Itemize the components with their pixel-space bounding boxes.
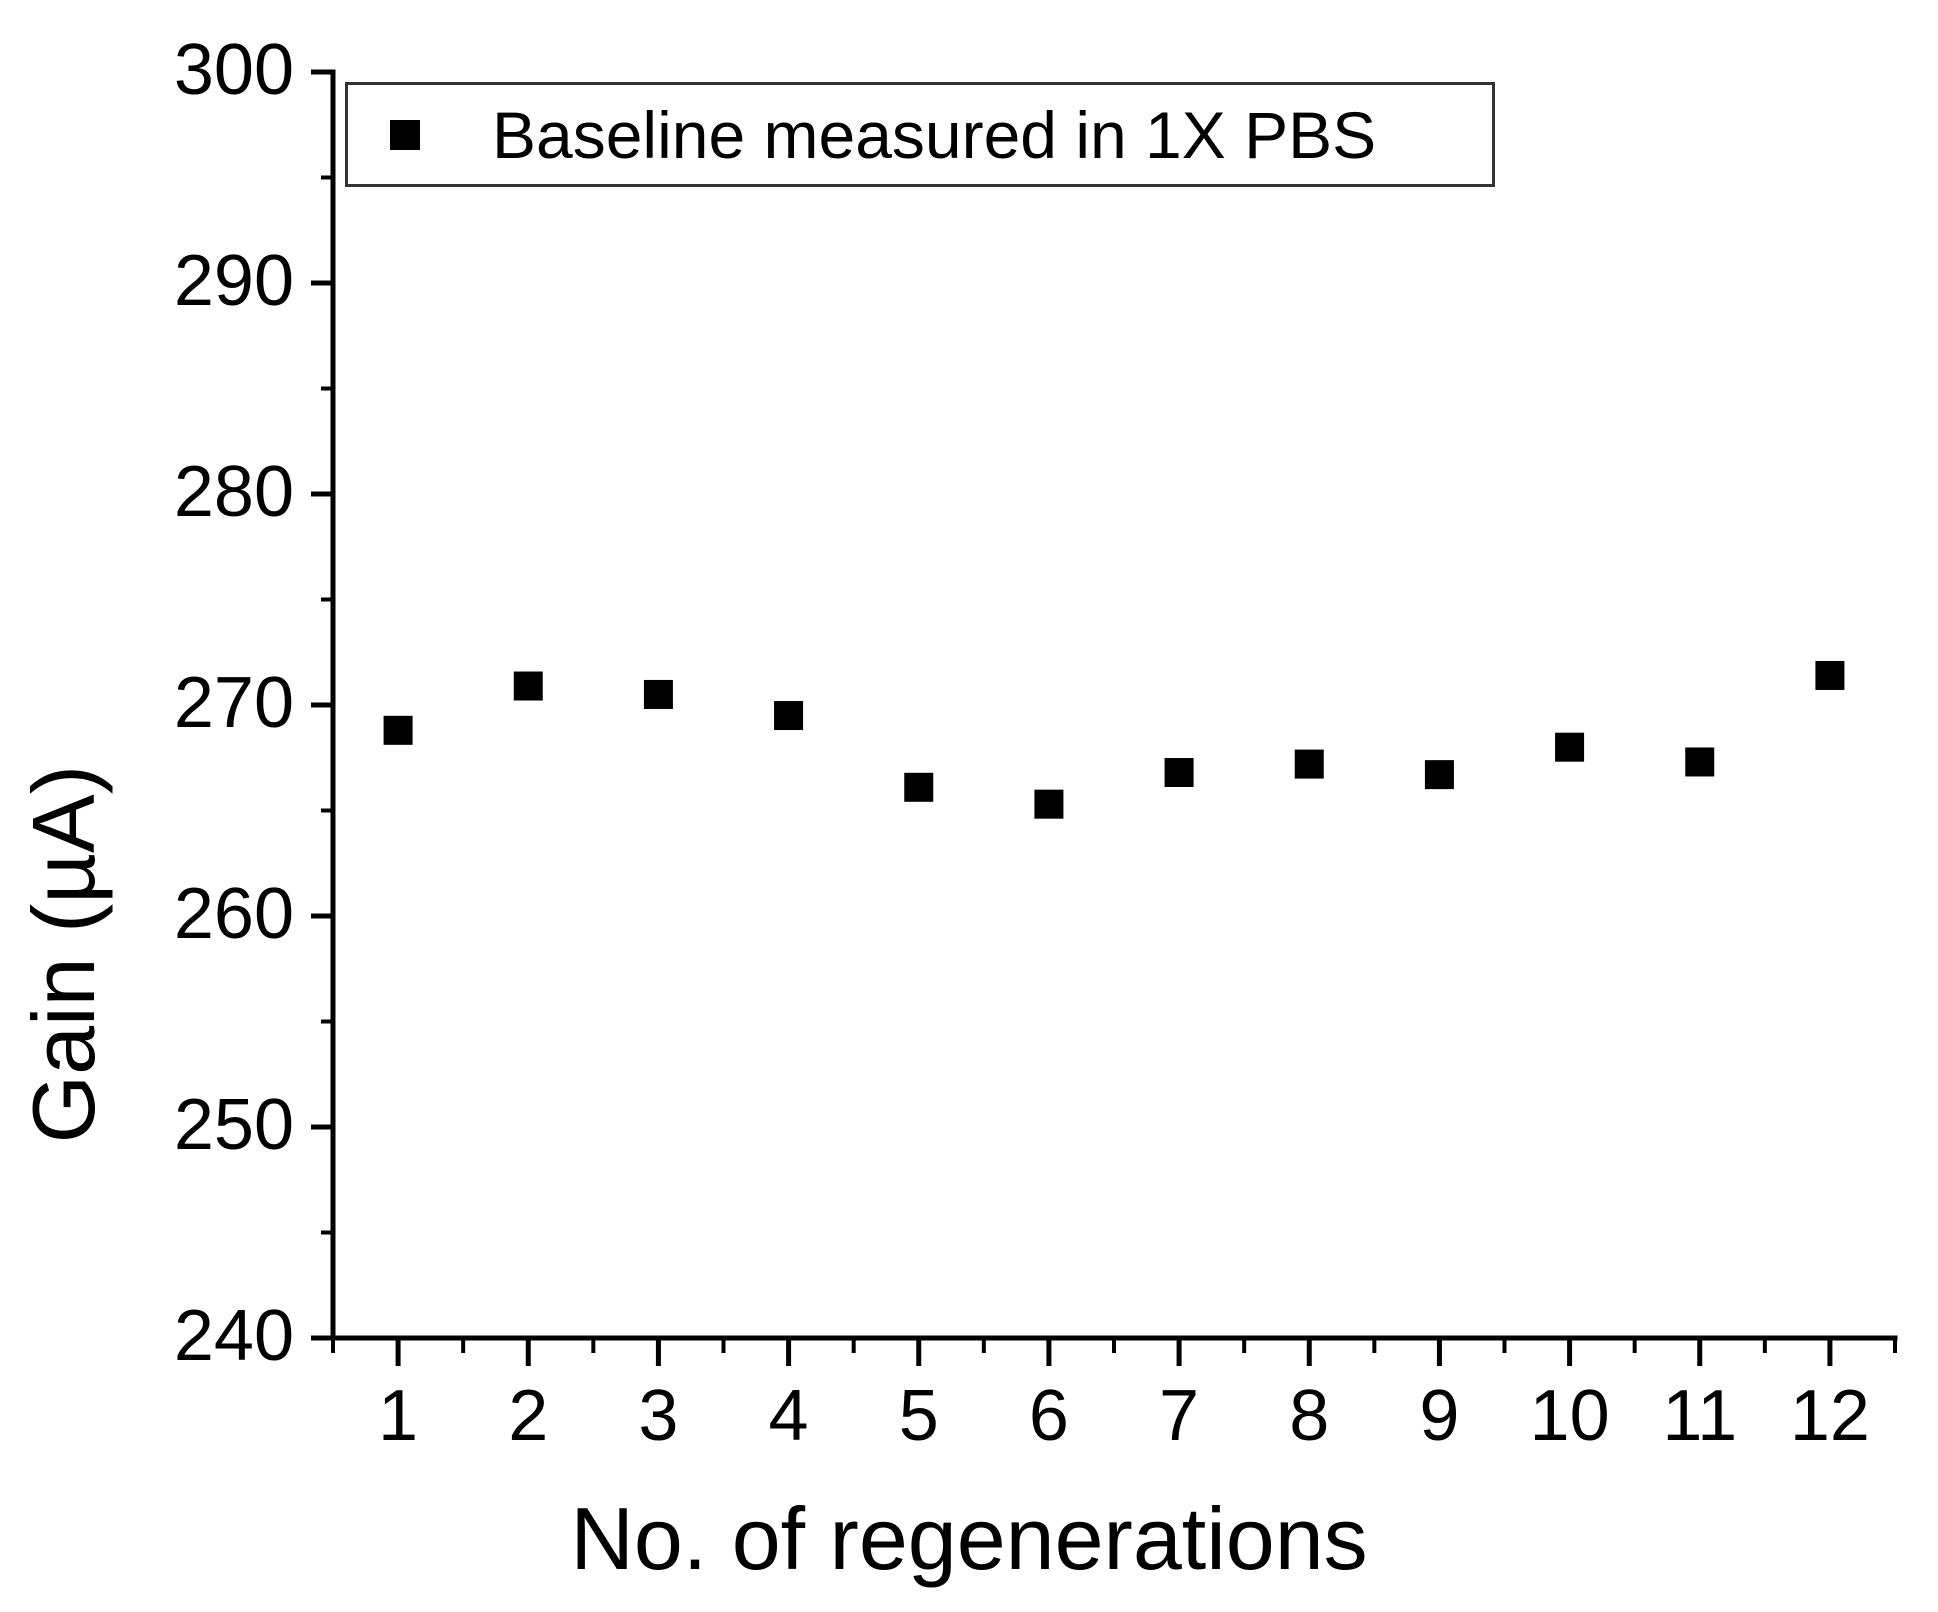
data-point (774, 701, 804, 731)
x-tick-label: 11 (1662, 1376, 1737, 1456)
x-tick-label: 3 (638, 1376, 678, 1456)
x-tick-label: 10 (1530, 1376, 1610, 1456)
data-point (1424, 760, 1454, 790)
y-tick-label: 300 (174, 30, 294, 110)
legend-label: Baseline measured in 1X PBS (492, 97, 1377, 172)
y-tick-label: 250 (174, 1085, 294, 1165)
x-axis-title: No. of regenerations (570, 1489, 1368, 1588)
data-point (1164, 758, 1194, 788)
y-tick-label: 260 (174, 874, 294, 954)
y-axis-title-text: Gain (µA) (14, 765, 113, 1144)
data-point (1685, 747, 1715, 777)
y-tick-label: 280 (174, 452, 294, 532)
data-point (1034, 789, 1064, 819)
data-point (1815, 660, 1845, 690)
x-tick-label: 6 (1029, 1376, 1069, 1456)
data-point (1555, 732, 1585, 762)
axis-spines (330, 69, 1898, 1341)
data-point (383, 715, 413, 745)
x-tick-label: 4 (769, 1376, 809, 1456)
data-point (513, 671, 543, 701)
legend-box: Baseline measured in 1X PBS (345, 82, 1495, 187)
y-tick-label: 240 (174, 1296, 294, 1376)
data-point (904, 772, 934, 802)
data-point (643, 679, 673, 709)
x-tick-label: 8 (1289, 1376, 1329, 1456)
y-tick-label: 270 (174, 663, 294, 743)
x-tick-label: 12 (1790, 1376, 1870, 1456)
x-tick-label: 5 (899, 1376, 939, 1456)
legend-square-marker-icon (390, 119, 420, 150)
y-tick-label: 290 (174, 241, 294, 321)
x-tick-label: 2 (508, 1376, 548, 1456)
x-tick-label: 9 (1419, 1376, 1459, 1456)
data-point (1294, 749, 1324, 779)
x-tick-label: 1 (378, 1376, 418, 1456)
x-tick-label: 7 (1159, 1376, 1199, 1456)
